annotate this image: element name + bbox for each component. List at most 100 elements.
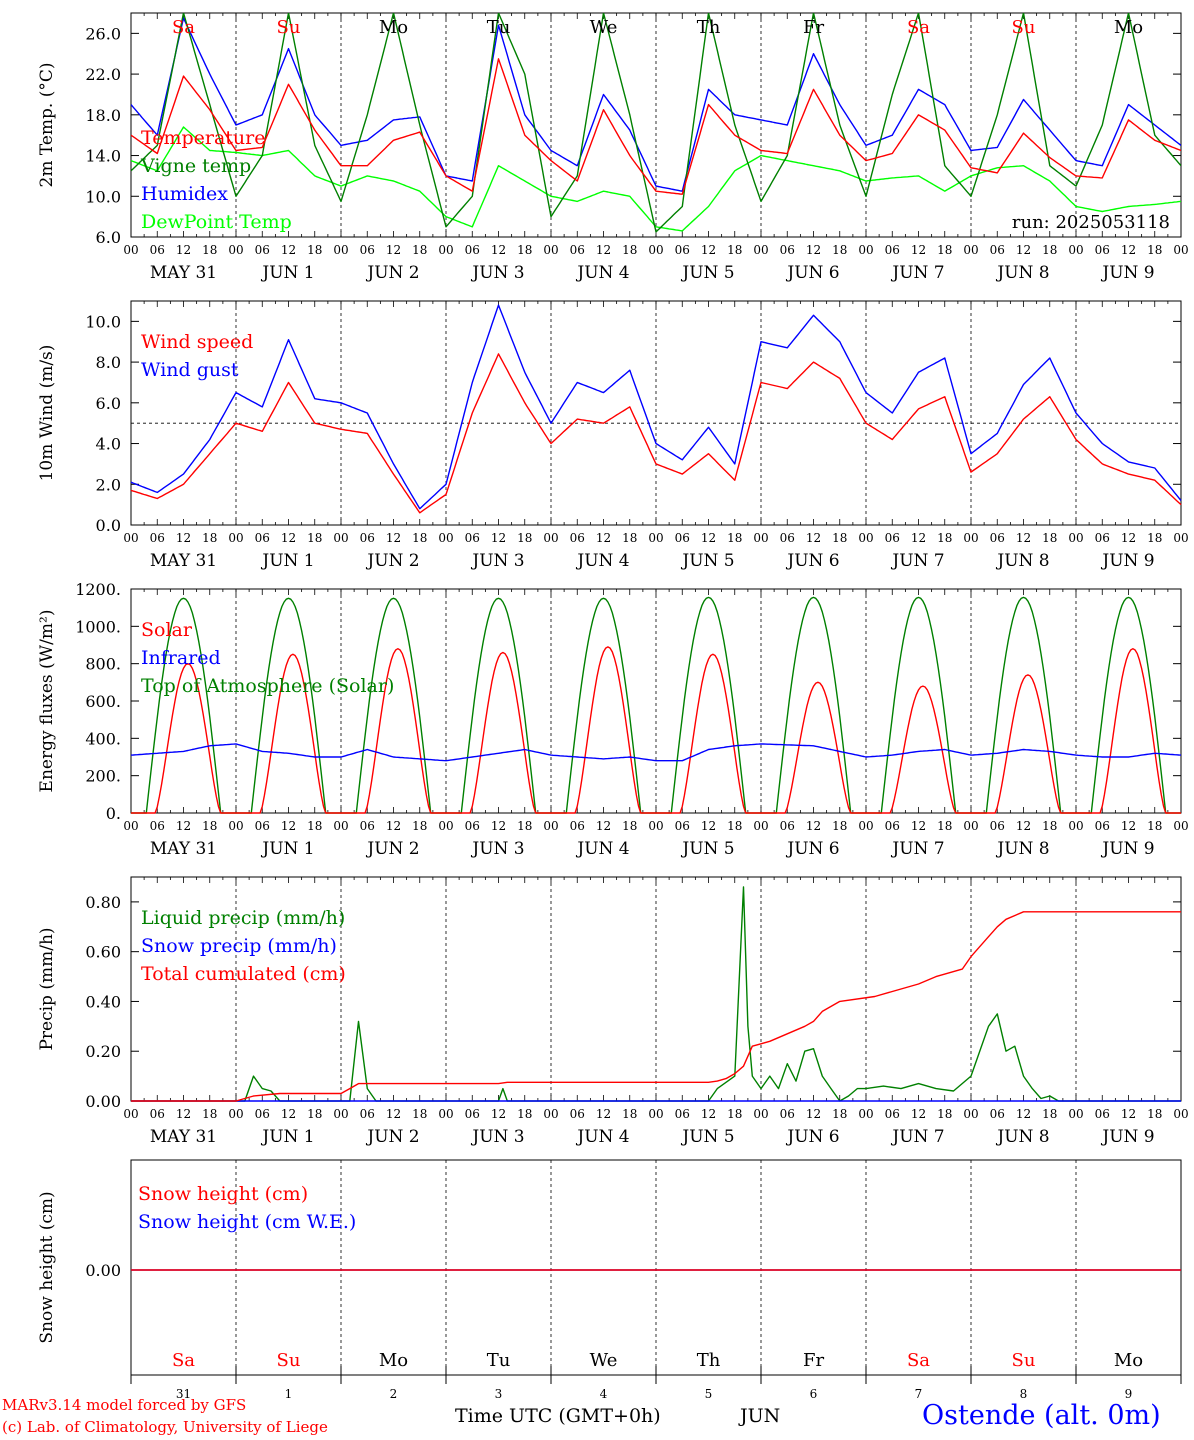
hour-tick-label: 12 [176,243,191,257]
panel-1: 00 06 12 18 00 06 12 18 00 06 12 18 00 06 12 18 00 06 12 18… [37,12,1189,283]
hour-tick-label: 12 [1016,1107,1031,1121]
weekday-label: Mo [379,17,408,38]
date-label: JUN 4 [575,1127,629,1147]
hour-tick-label: 18 [1147,1107,1162,1121]
y-tick-label: 10.0 [85,312,121,331]
series-wind-gust [130,304,1182,510]
hour-tick-label: 06 [360,531,375,545]
y-tick-label: 0.40 [85,992,121,1011]
hour-tick-label: 00 [753,531,768,545]
date-label: MAY 31 [150,1127,217,1147]
hour-tick-label: 00 [228,1107,243,1121]
hour-tick-label: 06 [780,243,795,257]
hour-tick-label: 12 [806,819,821,833]
date-label: JUN 1 [260,839,314,859]
hour-tick-label: 18 [202,819,217,833]
hour-tick-label: 06 [780,531,795,545]
hour-tick-label: 18 [307,819,322,833]
hour-tick-label: 18 [412,819,427,833]
hour-tick-label: 12 [386,531,401,545]
date-label: JUN 6 [785,1127,839,1147]
weekday-label: Tu [487,17,511,38]
hour-tick-label: 00 [963,243,978,257]
hour-tick-label: 00 [123,243,138,257]
hour-tick-label: 18 [622,819,637,833]
hour-tick-label: 12 [1016,531,1031,545]
weekday-label: Mo [1114,17,1143,38]
date-label: JUN 6 [785,839,839,859]
hour-tick-label: 06 [150,819,165,833]
date-label: JUN 8 [995,263,1049,283]
hour-tick-label: 00 [123,819,138,833]
y-tick-label: 6.0 [96,394,121,413]
y-axis-label: 2m Temp. (°C) [37,62,57,187]
hour-tick-label: 18 [307,531,322,545]
hour-tick-label: 00 [858,819,873,833]
hour-tick-label: 12 [701,531,716,545]
hour-tick-label: 12 [911,531,926,545]
series-liquid-precip-mm-h- [131,886,1181,1102]
hour-tick-label: 00 [438,819,453,833]
date-label: JUN 8 [995,839,1049,859]
legend-dewpoint-temp: DewPoint Temp [141,211,292,233]
weekday-label-bottom: Tu [487,1350,511,1371]
date-label: JUN 2 [365,1127,419,1147]
plot-frame [130,300,1182,526]
hour-tick-label: 00 [858,531,873,545]
y-tick-label: 18.0 [85,106,121,125]
hour-tick-label: 00 [333,531,348,545]
y-tick-label: 14.0 [85,147,121,166]
hour-tick-label: 12 [596,531,611,545]
hour-tick-label: 18 [937,243,952,257]
legend-snow-precip-mm-h-: Snow precip (mm/h) [141,935,337,957]
hour-tick-label: 00 [858,1107,873,1121]
day-number: 4 [600,1387,608,1401]
hour-tick-label: 06 [360,243,375,257]
date-label: JUN 7 [890,551,944,571]
day-number: 7 [915,1387,923,1401]
hour-tick-label: 12 [596,243,611,257]
date-label: JUN 4 [575,839,629,859]
hour-tick-label: 06 [360,1107,375,1121]
hour-tick-label: 00 [543,531,558,545]
hour-tick-label: 12 [176,1107,191,1121]
y-axis-label: Precip (mm/h) [37,927,57,1050]
hour-tick-label: 18 [307,243,322,257]
hour-tick-label: 00 [1173,1107,1188,1121]
hour-tick-label: 06 [990,531,1005,545]
hour-tick-label: 12 [1121,1107,1136,1121]
series-total-cumulated-cm- [131,911,1181,1102]
weekday-label-bottom: Th [697,1350,721,1371]
legend-temperature: Temperature [141,127,265,149]
hour-tick-label: 06 [990,243,1005,257]
hour-tick-label: 06 [1095,1107,1110,1121]
legend-total-cumulated-cm-: Total cumulated (cm) [141,963,346,985]
weekday-label-bottom: Mo [379,1350,408,1371]
hour-tick-label: 12 [491,531,506,545]
weekday-label-bottom: Sa [172,1350,195,1371]
hour-tick-label: 06 [885,819,900,833]
date-label: JUN 6 [785,551,839,571]
y-tick-label: 200. [85,767,121,786]
weekday-label-bottom: Su [277,1350,301,1371]
weekday-label-bottom: Sa [907,1350,930,1371]
month-label: JUN [740,1405,781,1427]
hour-tick-label: 00 [228,243,243,257]
y-tick-label: 0.00 [85,1092,121,1111]
date-label: JUN 9 [1100,551,1154,571]
hour-tick-label: 12 [1016,243,1031,257]
date-label: JUN 7 [890,263,944,283]
hour-tick-label: 18 [1147,243,1162,257]
hour-tick-label: 00 [1173,531,1188,545]
hour-tick-label: 00 [228,531,243,545]
hour-tick-label: 06 [885,1107,900,1121]
hour-tick-label: 18 [307,1107,322,1121]
y-tick-label: 1000. [75,617,121,636]
hour-tick-label: 00 [438,1107,453,1121]
hour-tick-label: 18 [1042,819,1057,833]
date-label: JUN 3 [470,839,524,859]
hour-tick-label: 18 [1147,531,1162,545]
hour-tick-label: 00 [333,1107,348,1121]
date-label: JUN 8 [995,1127,1049,1147]
series-humidex [131,17,1181,192]
